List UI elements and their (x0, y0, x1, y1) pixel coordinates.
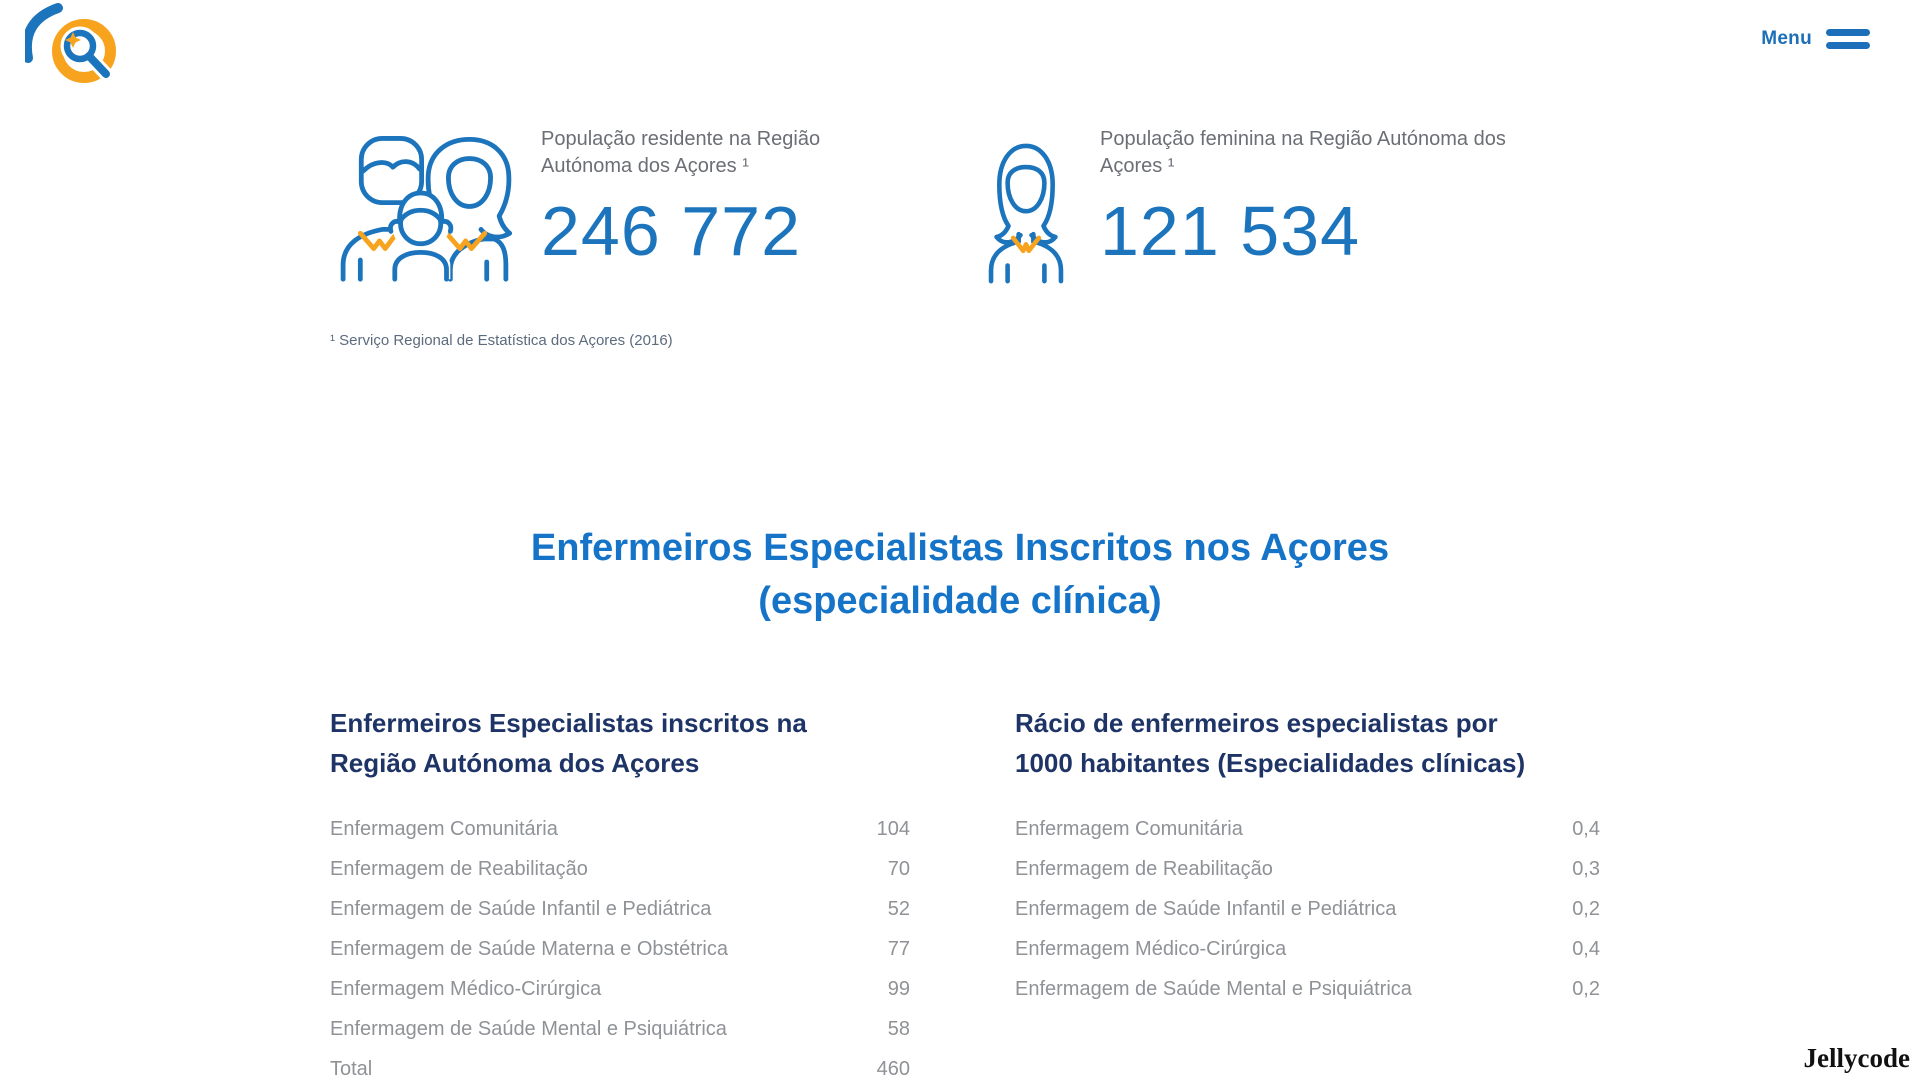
table-row: Enfermagem de Reabilitação 0,3 (1015, 849, 1600, 889)
row-label: Enfermagem de Reabilitação (330, 857, 588, 880)
menu-label: Menu (1761, 28, 1812, 49)
row-label: Enfermagem Comunitária (330, 817, 558, 840)
stat-label: População residente na Região Autónoma d… (541, 128, 821, 177)
row-value: 58 (887, 1017, 910, 1040)
table-specialist-ratio: Rácio de enfermeiros especialistas por 1… (1015, 703, 1600, 1009)
row-value: 70 (887, 857, 910, 880)
table-row: Enfermagem de Reabilitação 70 (330, 849, 910, 889)
stat-resident-population: População residente na Região Autónoma d… (335, 126, 891, 284)
table-row: Enfermagem de Saúde Infantil e Pediátric… (330, 889, 910, 929)
row-value: 104 (876, 817, 910, 840)
page-title: Enfermeiros Especialistas Inscritos nos … (0, 522, 1920, 628)
magnifier-logo-icon (21, 3, 116, 83)
row-value: 460 (876, 1057, 910, 1080)
row-label: Total (330, 1057, 373, 1080)
table-title: Rácio de enfermeiros especialistas por 1… (1015, 708, 1526, 778)
row-value: 0,2 (1572, 977, 1600, 1000)
row-label: Enfermagem Médico-Cirúrgica (330, 977, 602, 1000)
row-value: 77 (887, 937, 910, 960)
source-footnote: ¹ Serviço Regional de Estatística dos Aç… (330, 332, 673, 349)
table-row: Enfermagem Médico-Cirúrgica 99 (330, 969, 910, 1009)
row-label: Enfermagem de Saúde Infantil e Pediátric… (330, 897, 712, 920)
row-value: 0,4 (1572, 817, 1600, 840)
page-title-line2: (especialidade clínica) (758, 580, 1162, 622)
woman-icon (988, 143, 1064, 284)
site-logo[interactable] (21, 3, 120, 88)
table-row: Enfermagem de Saúde Materna e Obstétrica… (330, 929, 910, 969)
row-value: 0,4 (1572, 937, 1600, 960)
row-label: Enfermagem Médico-Cirúrgica (1015, 937, 1287, 960)
row-label: Enfermagem de Saúde Mental e Psiquiátric… (330, 1017, 727, 1040)
row-value: 0,3 (1572, 857, 1600, 880)
table-row: Enfermagem de Saúde Mental e Psiquiátric… (330, 1009, 910, 1049)
stat-value: 121 534 (1100, 192, 1361, 270)
watermark: Jellycode (1803, 1043, 1910, 1073)
table-rows: Enfermagem Comunitária 0,4 Enfermagem de… (1015, 809, 1600, 1009)
table-rows: Enfermagem Comunitária 104 Enfermagem de… (330, 809, 910, 1080)
stat-female-population: População feminina na Região Autónoma do… (980, 126, 1530, 284)
table-row: Enfermagem de Saúde Infantil e Pediátric… (1015, 889, 1600, 929)
table-row: Enfermagem Médico-Cirúrgica 0,4 (1015, 929, 1600, 969)
page-title-line1: Enfermeiros Especialistas Inscritos nos … (530, 527, 1390, 569)
row-value: 0,2 (1572, 897, 1600, 920)
table-row: Enfermagem Comunitária 104 (330, 809, 910, 849)
table-specialist-counts: Enfermeiros Especialistas inscritos na R… (330, 703, 910, 1080)
row-label: Enfermagem de Saúde Infantil e Pediátric… (1015, 897, 1397, 920)
row-value: 52 (887, 897, 910, 920)
row-label: Enfermagem Comunitária (1015, 817, 1243, 840)
row-label: Enfermagem de Reabilitação (1015, 857, 1273, 880)
family-icon (340, 136, 513, 282)
stat-label: População feminina na Região Autónoma do… (1100, 128, 1506, 177)
table-row: Enfermagem Comunitária 0,4 (1015, 809, 1600, 849)
table-row: Enfermagem de Saúde Mental e Psiquiátric… (1015, 969, 1600, 1009)
row-label: Enfermagem de Saúde Materna e Obstétrica (330, 937, 728, 960)
menu-button[interactable]: Menu (1761, 28, 1870, 50)
table-title: Enfermeiros Especialistas inscritos na R… (330, 708, 807, 778)
row-label: Enfermagem de Saúde Mental e Psiquiátric… (1015, 977, 1412, 1000)
hamburger-icon (1826, 29, 1870, 49)
stat-value: 246 772 (541, 192, 802, 270)
table-row-total: Total 460 (330, 1049, 910, 1080)
row-value: 99 (887, 977, 910, 1000)
